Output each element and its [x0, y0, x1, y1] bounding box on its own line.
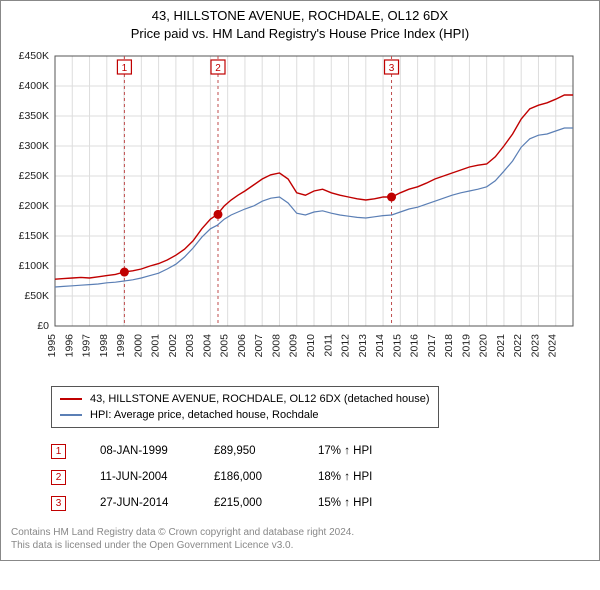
- svg-text:2002: 2002: [167, 334, 179, 358]
- tx-dot: [213, 210, 222, 219]
- svg-text:2010: 2010: [305, 334, 317, 358]
- svg-text:£400K: £400K: [19, 80, 49, 92]
- svg-text:2014: 2014: [374, 334, 386, 358]
- svg-text:2021: 2021: [495, 334, 507, 358]
- svg-text:1995: 1995: [46, 334, 58, 358]
- svg-text:£150K: £150K: [19, 230, 49, 242]
- tx-row-marker: 1: [51, 444, 66, 459]
- svg-text:£300K: £300K: [19, 140, 49, 152]
- tx-pct: 15% ↑ HPI: [318, 497, 408, 509]
- tx-dot: [387, 193, 396, 202]
- tx-date: 08-JAN-1999: [100, 445, 180, 457]
- svg-text:2006: 2006: [236, 334, 248, 358]
- tx-row-marker: 3: [51, 496, 66, 511]
- title-subtitle: Price paid vs. HM Land Registry's House …: [11, 25, 589, 43]
- svg-text:2007: 2007: [253, 334, 265, 358]
- svg-text:2001: 2001: [150, 334, 162, 358]
- svg-text:2015: 2015: [391, 334, 403, 358]
- legend-item: HPI: Average price, detached house, Roch…: [60, 407, 430, 423]
- svg-text:2008: 2008: [270, 334, 282, 358]
- svg-text:1996: 1996: [63, 334, 75, 358]
- tx-row: 1 08-JAN-1999 £89,950 17% ↑ HPI: [51, 438, 589, 464]
- tx-row: 3 27-JUN-2014 £215,000 15% ↑ HPI: [51, 490, 589, 516]
- svg-text:2011: 2011: [322, 334, 334, 357]
- svg-text:£50K: £50K: [24, 290, 49, 302]
- svg-text:£250K: £250K: [19, 170, 49, 182]
- tx-marker-num: 1: [122, 63, 128, 74]
- legend-label: 43, HILLSTONE AVENUE, ROCHDALE, OL12 6DX…: [90, 393, 430, 405]
- svg-text:1999: 1999: [115, 334, 127, 358]
- legend: 43, HILLSTONE AVENUE, ROCHDALE, OL12 6DX…: [51, 386, 439, 428]
- tx-price: £186,000: [214, 471, 284, 483]
- svg-text:2020: 2020: [478, 334, 490, 358]
- tx-date: 27-JUN-2014: [100, 497, 180, 509]
- tx-pct: 17% ↑ HPI: [318, 445, 408, 457]
- chart-area: £0 £50K £100K £150K £200K £250K £300K £350K £400…: [11, 48, 589, 378]
- svg-text:1997: 1997: [81, 334, 93, 358]
- footer-line-1: Contains HM Land Registry data © Crown c…: [11, 526, 589, 539]
- tx-row-marker: 2: [51, 470, 66, 485]
- tx-price: £89,950: [214, 445, 284, 457]
- svg-text:£100K: £100K: [19, 260, 49, 272]
- legend-label: HPI: Average price, detached house, Roch…: [90, 409, 319, 421]
- tx-marker-num: 3: [389, 63, 395, 74]
- legend-swatch: [60, 414, 82, 416]
- tx-marker-num: 2: [215, 63, 221, 74]
- svg-text:£350K: £350K: [19, 110, 49, 122]
- svg-text:2009: 2009: [288, 334, 300, 358]
- tx-date: 11-JUN-2004: [100, 471, 180, 483]
- tx-price: £215,000: [214, 497, 284, 509]
- svg-text:2013: 2013: [357, 334, 369, 358]
- legend-swatch: [60, 398, 82, 400]
- svg-text:2024: 2024: [547, 334, 559, 358]
- footer-line-2: This data is licensed under the Open Gov…: [11, 539, 589, 552]
- svg-text:£0: £0: [37, 320, 49, 332]
- svg-text:2018: 2018: [443, 334, 455, 358]
- svg-text:2023: 2023: [529, 334, 541, 358]
- svg-text:£450K: £450K: [19, 50, 49, 62]
- svg-text:2019: 2019: [460, 334, 472, 358]
- transaction-table: 1 08-JAN-1999 £89,950 17% ↑ HPI 2 11-JUN-2004…: [51, 438, 589, 516]
- svg-text:2000: 2000: [132, 334, 144, 358]
- figure-container: 43, HILLSTONE AVENUE, ROCHDALE, OL12 6DX…: [0, 0, 600, 561]
- svg-text:1998: 1998: [98, 334, 110, 358]
- legend-item: 43, HILLSTONE AVENUE, ROCHDALE, OL12 6DX…: [60, 391, 430, 407]
- svg-text:2005: 2005: [219, 334, 231, 358]
- tx-dot: [120, 268, 129, 277]
- tx-row: 2 11-JUN-2004 £186,000 18% ↑ HPI: [51, 464, 589, 490]
- svg-text:2004: 2004: [201, 334, 213, 358]
- svg-text:2017: 2017: [426, 334, 438, 358]
- title-block: 43, HILLSTONE AVENUE, ROCHDALE, OL12 6DX…: [11, 7, 589, 42]
- svg-text:2022: 2022: [512, 334, 524, 358]
- attribution-footer: Contains HM Land Registry data © Crown c…: [11, 526, 589, 552]
- svg-text:£200K: £200K: [19, 200, 49, 212]
- svg-text:2012: 2012: [340, 334, 352, 358]
- svg-text:2003: 2003: [184, 334, 196, 358]
- svg-text:2016: 2016: [409, 334, 421, 358]
- tx-pct: 18% ↑ HPI: [318, 471, 408, 483]
- title-address: 43, HILLSTONE AVENUE, ROCHDALE, OL12 6DX: [11, 7, 589, 25]
- line-chart: £0 £50K £100K £150K £200K £250K £300K £350K £400…: [11, 48, 591, 378]
